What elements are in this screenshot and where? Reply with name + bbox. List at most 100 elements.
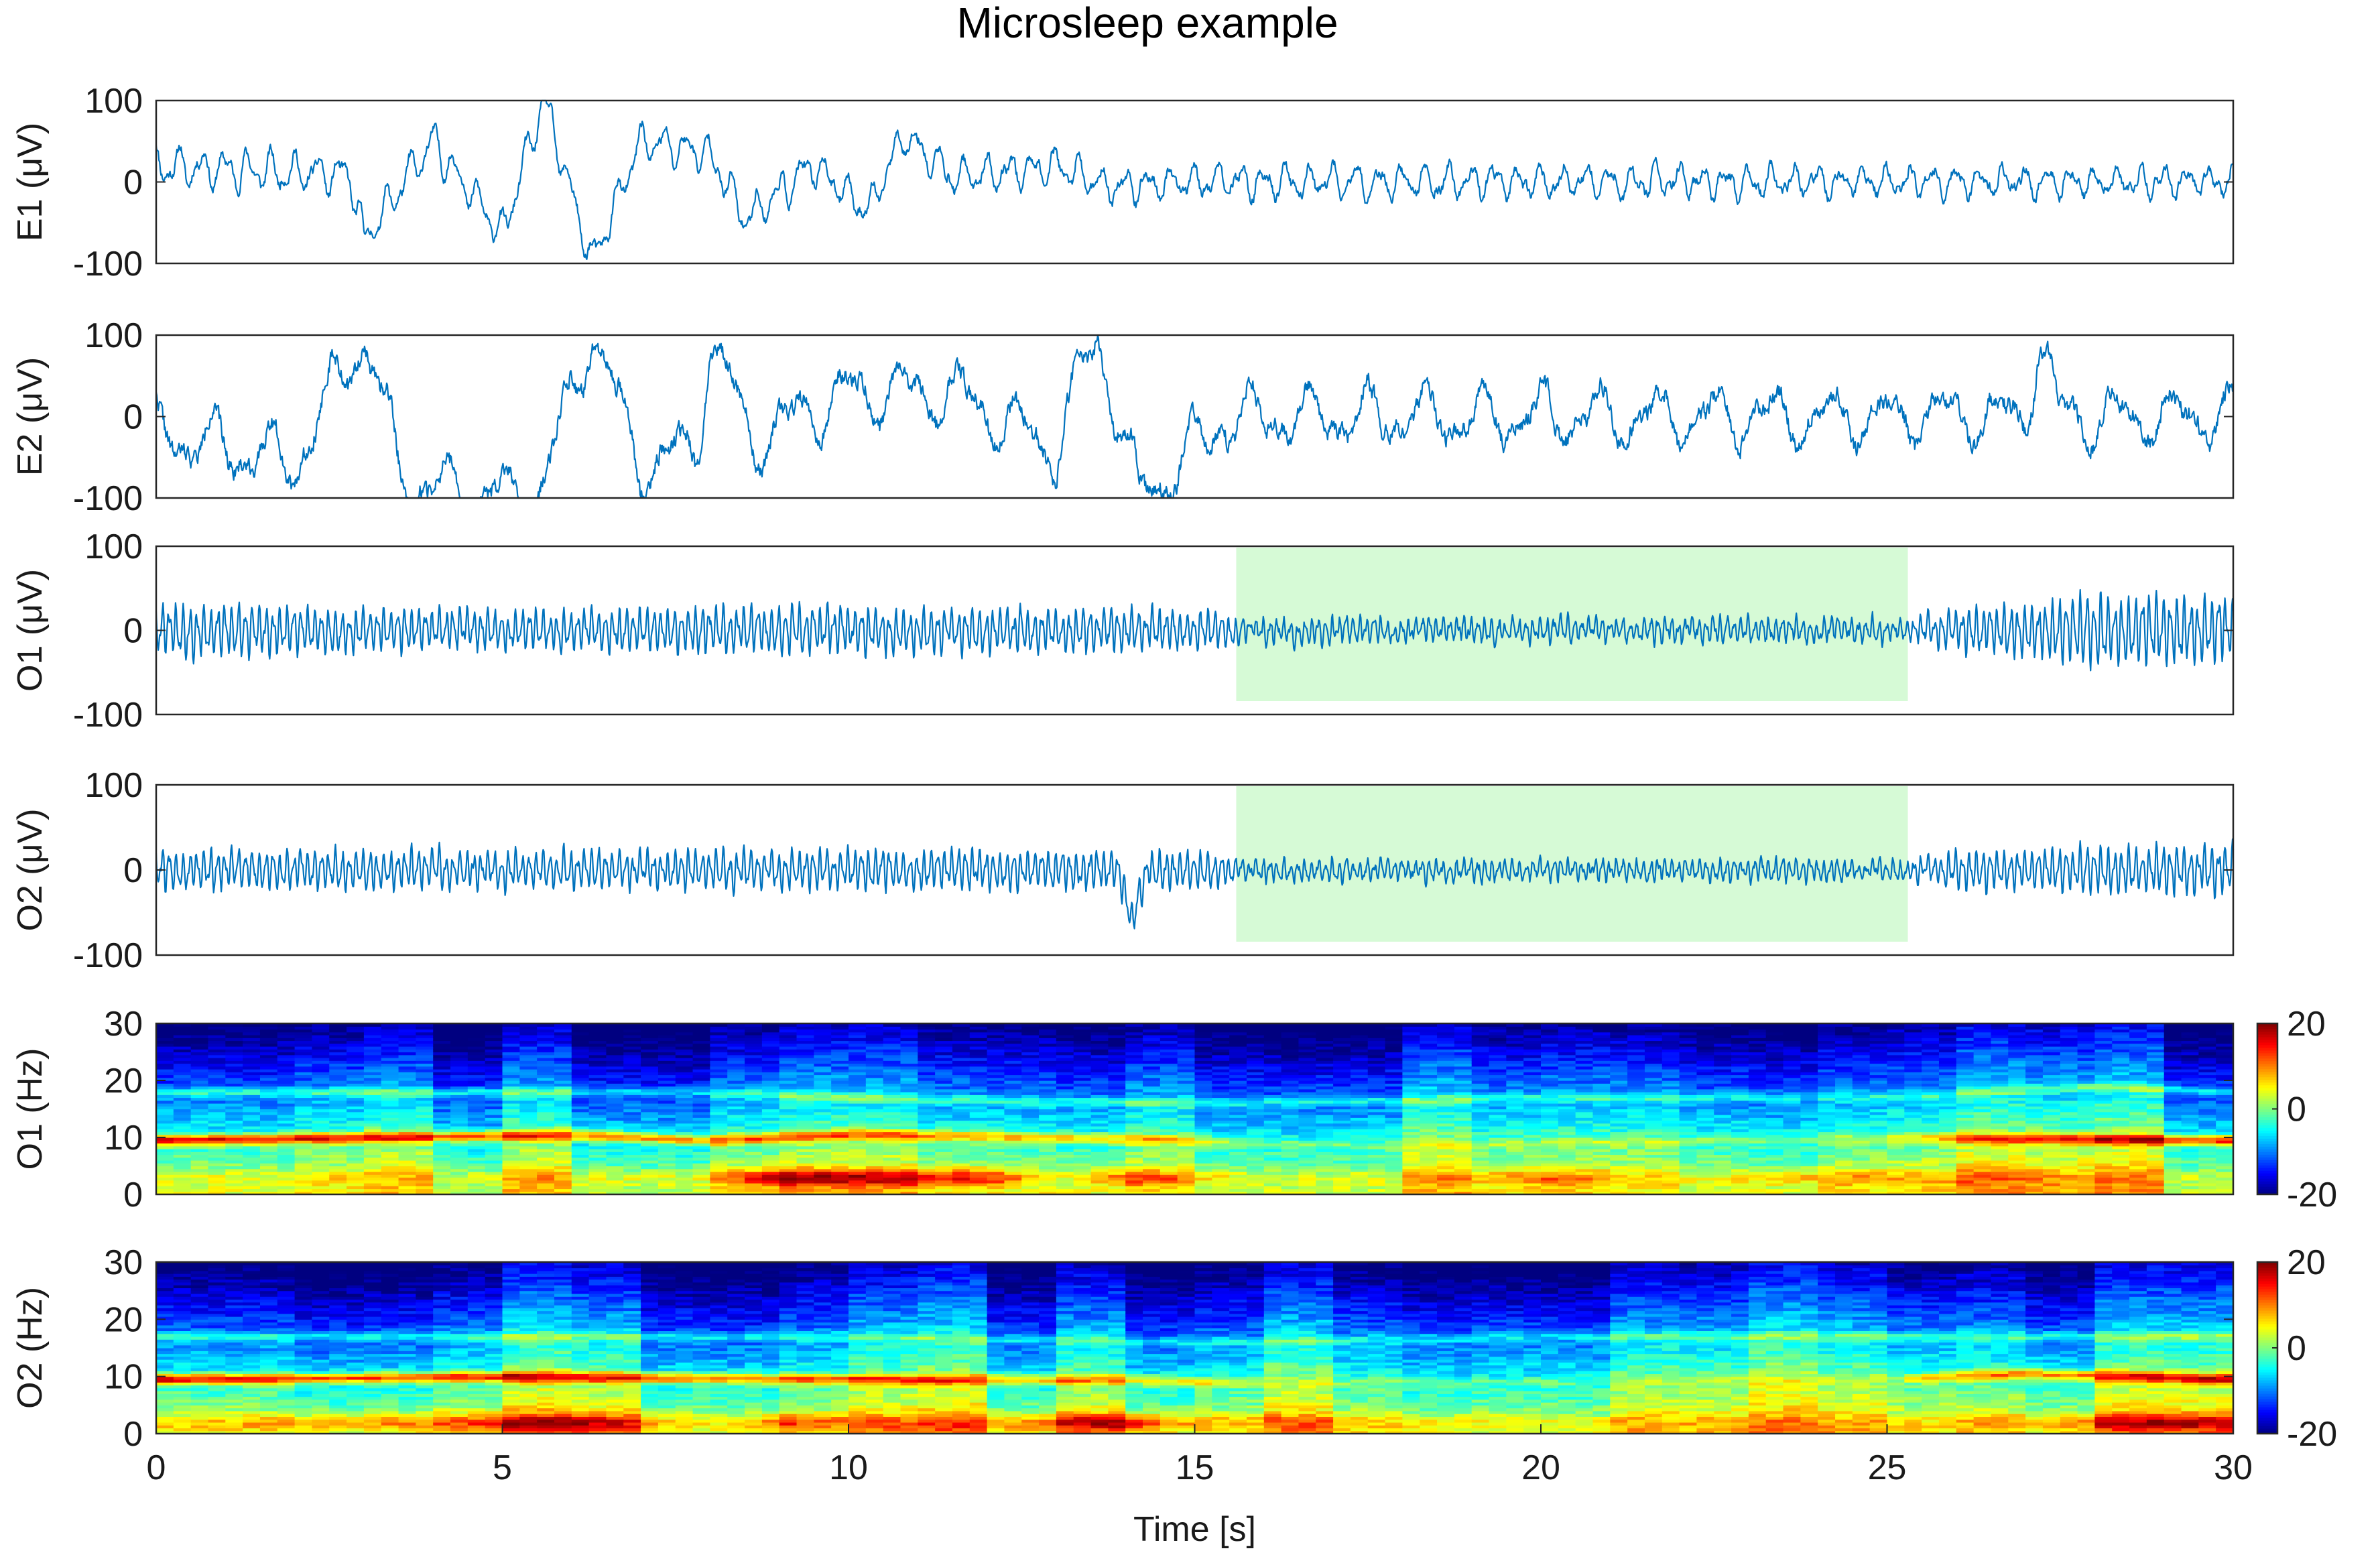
spectrogram-cell xyxy=(1281,1160,1300,1164)
spectrogram-cell xyxy=(1541,1117,1559,1121)
spectrogram-cell xyxy=(657,1097,676,1101)
spectrogram-cell xyxy=(606,1074,624,1078)
spectrogram-cell xyxy=(814,1060,832,1064)
spectrogram-cell xyxy=(485,1149,503,1152)
spectrogram-cell xyxy=(727,1120,745,1124)
spectrogram-cell xyxy=(381,1183,399,1186)
spectrogram-cell xyxy=(1160,1106,1178,1110)
spectrogram-cell xyxy=(1021,1131,1040,1135)
spectrogram-cell xyxy=(1471,1106,1490,1110)
spectrogram-cell xyxy=(1471,1163,1490,1167)
spectrogram-cell xyxy=(1143,1131,1161,1135)
spectrogram-cell xyxy=(485,1066,503,1070)
spectrogram-cell xyxy=(1056,1126,1074,1129)
spectrogram-cell xyxy=(1385,1183,1403,1186)
spectrogram-cell xyxy=(623,1174,641,1178)
spectrogram-cell xyxy=(1541,1052,1559,1056)
y-tick-label: 0 xyxy=(123,612,143,651)
spectrogram-cell xyxy=(1558,1149,1576,1152)
spectrogram-cell xyxy=(987,1151,1005,1155)
spectrogram-cell xyxy=(1402,1086,1420,1090)
spectrogram-cell xyxy=(1367,1035,1386,1038)
spectrogram-cell xyxy=(1437,1191,1455,1195)
spectrogram-cell xyxy=(173,1151,192,1155)
spectrogram-cell xyxy=(329,1180,347,1184)
spectrogram-cell xyxy=(796,1172,814,1175)
spectrogram-cell xyxy=(588,1129,607,1133)
spectrogram-cell xyxy=(1246,1143,1265,1147)
spectrogram-cell xyxy=(1004,1086,1022,1090)
spectrogram-cell xyxy=(883,1029,901,1033)
spectrogram-cell xyxy=(225,1123,243,1127)
spectrogram-cell xyxy=(243,1054,261,1058)
spectrogram-cell xyxy=(1246,1168,1265,1172)
spectrogram-cell xyxy=(1056,1111,1074,1115)
spectrogram-cell xyxy=(208,1058,226,1061)
spectrogram-cell xyxy=(1090,1035,1109,1038)
spectrogram-cell xyxy=(571,1166,590,1170)
spectrogram-cell xyxy=(1177,1058,1196,1061)
spectrogram-cell xyxy=(1316,1183,1334,1186)
spectrogram-cell xyxy=(1090,1129,1109,1133)
spectrogram-cell xyxy=(1420,1151,1438,1155)
spectrogram-cell xyxy=(1420,1137,1438,1141)
spectrogram-cell xyxy=(537,1163,555,1167)
spectrogram-cell xyxy=(1073,1069,1092,1072)
spectrogram-cell xyxy=(277,1100,296,1104)
spectrogram-cell xyxy=(900,1054,918,1058)
spectrogram-cell xyxy=(1506,1086,1524,1090)
spectrogram-cell xyxy=(1298,1123,1316,1127)
spectrogram-cell xyxy=(1246,1120,1265,1124)
spectrogram-cell xyxy=(450,1188,468,1192)
spectrogram-cell xyxy=(849,1072,867,1076)
spectrogram-cell xyxy=(1160,1157,1178,1161)
spectrogram-cell xyxy=(1246,1086,1265,1090)
spectrogram-cell xyxy=(1090,1183,1109,1186)
spectrogram-cell xyxy=(519,1111,538,1115)
spectrogram-cell xyxy=(1021,1145,1040,1149)
spectrogram-cell xyxy=(1471,1137,1490,1141)
spectrogram-cell xyxy=(173,1131,192,1135)
spectrogram-cell xyxy=(606,1035,624,1038)
spectrogram-cell xyxy=(1143,1168,1161,1172)
spectrogram-cell xyxy=(692,1168,710,1172)
spectrogram-cell xyxy=(1420,1097,1438,1101)
spectrogram-cell xyxy=(363,1111,382,1115)
spectrogram-cell xyxy=(1125,1035,1143,1038)
spectrogram-cell xyxy=(1437,1111,1455,1115)
spectrogram-cell xyxy=(1506,1151,1524,1155)
spectrogram-cell xyxy=(1073,1183,1092,1186)
spectrogram-cell xyxy=(710,1072,728,1076)
spectrogram-cell xyxy=(173,1092,192,1095)
spectrogram-cell xyxy=(641,1117,659,1121)
spectrogram-cell xyxy=(173,1137,192,1141)
spectrogram-cell xyxy=(1039,1088,1057,1092)
spectrogram-cell xyxy=(1402,1131,1420,1135)
spectrogram-cell xyxy=(1316,1123,1334,1127)
spectrogram-cell xyxy=(814,1100,832,1104)
spectrogram-cell xyxy=(243,1145,261,1149)
spectrogram-cell xyxy=(347,1080,365,1084)
spectrogram-cell xyxy=(173,1111,192,1115)
spectrogram-cell xyxy=(156,1117,174,1121)
spectrogram-cell xyxy=(450,1052,468,1056)
spectrogram-cell xyxy=(1506,1149,1524,1152)
spectrogram-cell xyxy=(416,1143,434,1147)
spectrogram-cell xyxy=(831,1052,849,1056)
spectrogram-cell xyxy=(606,1103,624,1107)
spectrogram-cell xyxy=(571,1052,590,1056)
spectrogram-cell xyxy=(1333,1191,1351,1195)
spectrogram-cell xyxy=(312,1183,330,1186)
spectrogram-cell xyxy=(588,1157,607,1161)
spectrogram-cell xyxy=(1541,1060,1559,1064)
spectrogram-cell xyxy=(1108,1117,1126,1121)
spectrogram-cell xyxy=(1420,1069,1438,1072)
spectrogram-cell xyxy=(416,1163,434,1167)
spectrogram-cell xyxy=(1454,1031,1473,1036)
spectrogram-cell xyxy=(519,1117,538,1121)
spectrogram-cell xyxy=(1523,1058,1542,1061)
spectrogram-cell xyxy=(1160,1115,1178,1118)
spectrogram-cell xyxy=(416,1026,434,1030)
spectrogram-cell xyxy=(173,1069,192,1072)
spectrogram-cell xyxy=(675,1143,694,1147)
